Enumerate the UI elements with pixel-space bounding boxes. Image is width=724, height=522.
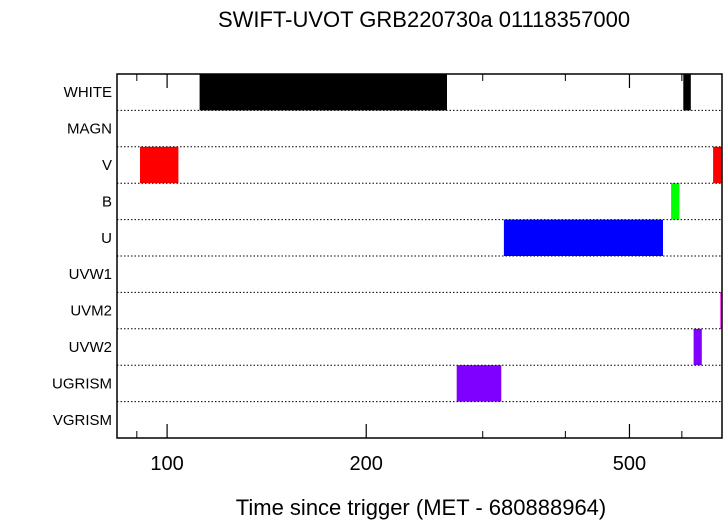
exposure-bar-white-1 xyxy=(683,74,691,111)
x-tick-label-500: 500 xyxy=(613,453,646,475)
plot-area: WHITE MAGN V B U UVW1 UVM2 UVW2 UGRISM VGRISM 100 2… xyxy=(52,73,723,475)
chart-title: SWIFT-UVOT GRB220730a 01118357000 xyxy=(218,7,630,32)
y-tick-label-magn: MAGN xyxy=(67,121,112,138)
y-tick-label-uvw1: UVW1 xyxy=(69,266,112,283)
y-tick-label-white: WHITE xyxy=(64,84,112,101)
exposure-bar-ugrism-8 xyxy=(456,365,502,402)
y-tick-label-v: V xyxy=(102,157,112,174)
exposure-bar-uvm2-6 xyxy=(720,292,722,329)
plot-frame xyxy=(116,73,723,439)
exposure-bar-v-3 xyxy=(713,146,722,184)
y-tick-label-uvw2: UVW2 xyxy=(69,339,112,356)
y-tick-label-u: U xyxy=(101,230,112,247)
y-tick-label-b: B xyxy=(102,193,112,210)
y-tick-label-uvm2: UVM2 xyxy=(70,303,112,320)
exposure-bar-b-4 xyxy=(671,183,680,220)
y-tick-label-ugrism: UGRISM xyxy=(52,375,112,392)
x-tick-label-200: 200 xyxy=(350,453,383,475)
x-axis-label: Time since trigger (MET - 680888964) xyxy=(236,495,607,520)
exposure-bar-uvw2-7 xyxy=(693,328,702,366)
exposure-bar-white-0 xyxy=(199,74,447,111)
exposure-bar-v-2 xyxy=(140,146,179,184)
x-tick-label-100: 100 xyxy=(150,453,183,475)
exposure-bar-u-5 xyxy=(503,219,663,256)
y-tick-label-vgrism: VGRISM xyxy=(53,412,112,429)
